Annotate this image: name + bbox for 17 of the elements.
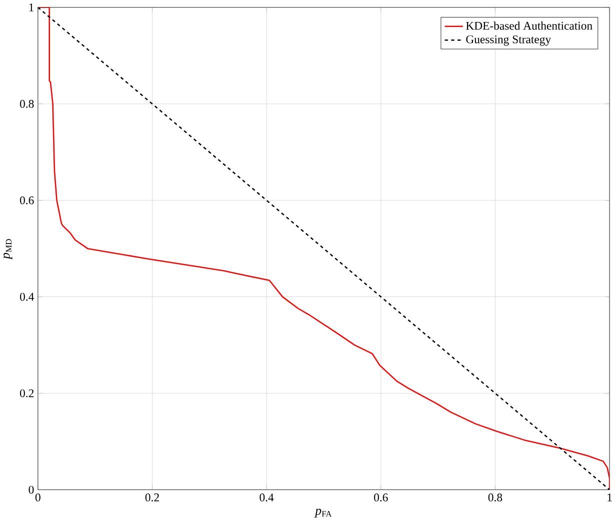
y-tick-label: 0.6 (20, 196, 34, 204)
y-tick-label: 0.4 (20, 292, 34, 301)
line-series (38, 7, 610, 490)
y-tick-label: 1 (29, 4, 34, 12)
y-tick-label: 0 (28, 486, 34, 494)
y-tick-label: 0.8 (20, 100, 34, 108)
x-tick-label: 0 (35, 494, 40, 502)
legend-label: Guessing Strategy (466, 35, 552, 46)
legend-label: KDE-based Authentication (466, 22, 592, 30)
x-tick-label: 0.6 (374, 494, 388, 502)
y-axis-title: p$_{MD}$ (4, 239, 12, 260)
x-tick-label: 1 (608, 494, 612, 502)
x-tick-label: 0.4 (260, 494, 274, 502)
y-tick-label: 0.2 (20, 389, 34, 398)
x-axis-title: p$_{FA}$ (314, 508, 332, 518)
x-tick-label: 0.2 (145, 494, 159, 502)
x-tick-label: 0.8 (488, 494, 502, 502)
